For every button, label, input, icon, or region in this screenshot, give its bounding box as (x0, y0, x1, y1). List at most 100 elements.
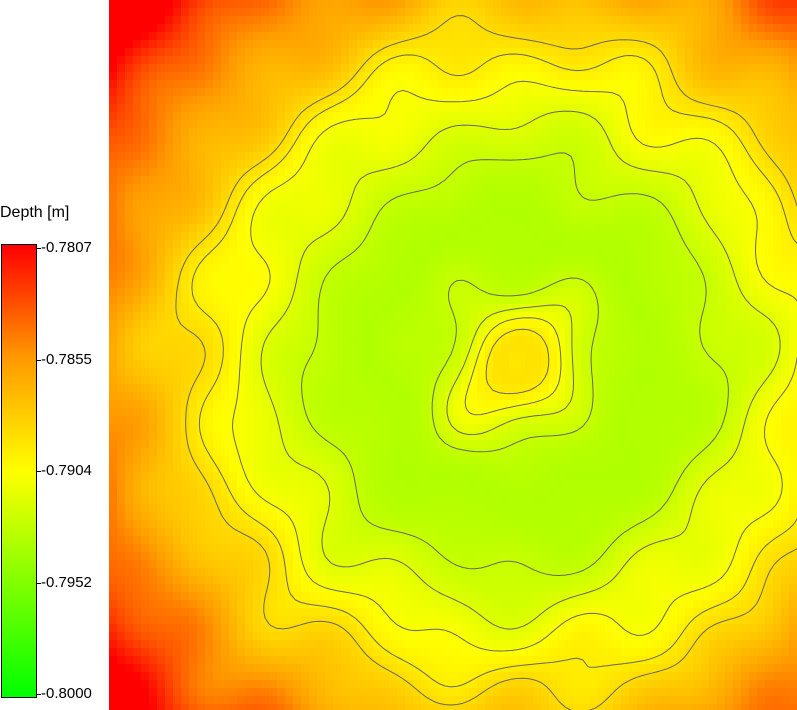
heatmap-cell (541, 448, 550, 457)
heatmap-cell (485, 208, 494, 217)
heatmap-cell (517, 112, 526, 121)
heatmap-cell (781, 392, 790, 401)
heatmap-cell (405, 200, 414, 209)
heatmap-cell (285, 448, 294, 457)
heatmap-cell (765, 432, 774, 441)
heatmap-cell (133, 176, 142, 185)
heatmap-cell (229, 224, 238, 233)
heatmap-cell (765, 344, 774, 353)
heatmap-cell (349, 360, 358, 369)
heatmap-cell (733, 200, 742, 209)
heatmap-cell (621, 240, 630, 249)
heatmap-cell (349, 208, 358, 217)
heatmap-cell (109, 56, 118, 65)
heatmap-cell (181, 0, 190, 9)
heatmap-cell (133, 64, 142, 73)
heatmap-cell (749, 360, 758, 369)
heatmap-cell (741, 408, 750, 417)
heatmap-cell (285, 88, 294, 97)
heatmap-cell (597, 184, 606, 193)
heatmap-cell (525, 16, 534, 25)
heatmap-cell (189, 0, 198, 9)
heatmap-cell (533, 32, 542, 41)
heatmap-cell (285, 120, 294, 129)
heatmap-cell (221, 88, 230, 97)
heatmap-cell (277, 344, 286, 353)
heatmap-cell (205, 16, 214, 25)
heatmap-cell (269, 312, 278, 321)
heatmap-cell (237, 272, 246, 281)
heatmap-cell (237, 384, 246, 393)
heatmap-cell (389, 16, 398, 25)
heatmap-cell (309, 32, 318, 41)
heatmap-cell (765, 192, 774, 201)
heatmap-cell (325, 376, 334, 385)
heatmap-cell (269, 240, 278, 249)
heatmap-cell (557, 440, 566, 449)
heatmap-cell (189, 392, 198, 401)
heatmap-cell (221, 264, 230, 273)
heatmap-cell (765, 256, 774, 265)
heatmap-cell (741, 0, 750, 9)
heatmap-cell (685, 176, 694, 185)
heatmap-cell (477, 0, 486, 9)
heatmap-cell (357, 248, 366, 257)
heatmap-cell (325, 352, 334, 361)
heatmap-cell (125, 56, 134, 65)
heatmap-cell (149, 344, 158, 353)
heatmap-cell (325, 256, 334, 265)
heatmap-cell (277, 32, 286, 41)
heatmap-cell (245, 320, 254, 329)
heatmap-cell (669, 280, 678, 289)
heatmap-cell (693, 456, 702, 465)
heatmap-cell (173, 360, 182, 369)
heatmap-cell (613, 256, 622, 265)
heatmap-cell (117, 312, 126, 321)
heatmap-cell (525, 32, 534, 41)
heatmap-cell (517, 136, 526, 145)
heatmap-cell (437, 336, 446, 345)
heatmap-cell (445, 384, 454, 393)
heatmap-cell (453, 368, 462, 377)
heatmap-cell (421, 416, 430, 425)
heatmap-cell (221, 120, 230, 129)
heatmap-cell (389, 336, 398, 345)
heatmap-cell (765, 304, 774, 313)
heatmap-cell (565, 24, 574, 33)
heatmap-cell (645, 160, 654, 169)
heatmap-cell (525, 64, 534, 73)
heatmap-cell (141, 232, 150, 241)
heatmap-cell (749, 392, 758, 401)
heatmap-cell (597, 144, 606, 153)
heatmap-cell (397, 80, 406, 89)
heatmap-cell (501, 72, 510, 81)
heatmap-cell (349, 440, 358, 449)
heatmap-cell (293, 352, 302, 361)
heatmap-cell (429, 272, 438, 281)
heatmap-cell (485, 0, 494, 9)
heatmap-cell (453, 56, 462, 65)
heatmap-cell (701, 352, 710, 361)
heatmap-cell (365, 320, 374, 329)
heatmap-cell (605, 32, 614, 41)
heatmap-cell (301, 112, 310, 121)
heatmap-cell (261, 240, 270, 249)
heatmap-cell (677, 160, 686, 169)
heatmap-cell (741, 336, 750, 345)
heatmap-cell (173, 0, 182, 9)
heatmap-cell (197, 184, 206, 193)
heatmap-cell (189, 104, 198, 113)
heatmap-cell (669, 128, 678, 137)
heatmap-cell (293, 128, 302, 137)
heatmap-cell (789, 88, 797, 97)
heatmap-cell (133, 336, 142, 345)
heatmap-cell (117, 344, 126, 353)
heatmap-cell (589, 224, 598, 233)
heatmap-cell (205, 128, 214, 137)
heatmap-cell (333, 48, 342, 57)
heatmap-cell (493, 48, 502, 57)
heatmap-cell (533, 304, 542, 313)
heatmap-cell (413, 200, 422, 209)
heatmap-cell (709, 416, 718, 425)
heatmap-cell (573, 280, 582, 289)
